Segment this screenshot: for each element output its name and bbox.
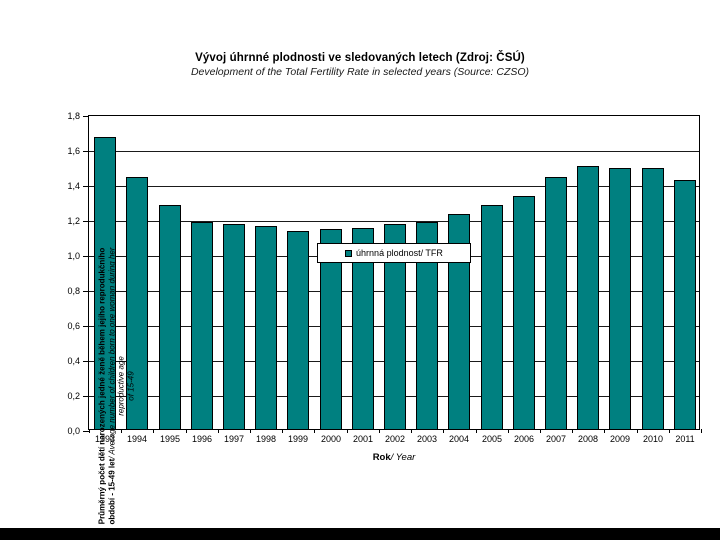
bar-2008 [577,166,599,429]
x-tick-mark [669,429,670,433]
legend-label: úhrnná plodnost/ TFR [356,248,443,258]
x-tick-label-2007: 2007 [545,434,567,444]
y-tick-label: 1,4 [67,181,80,191]
x-tick-mark [540,429,541,433]
y-axis-title-line2: období - 15-49 let/ Average number of ch… [107,247,116,525]
x-tick-label-1994: 1994 [126,434,148,444]
y-tick-mark [83,431,89,432]
y-tick-mark [83,326,89,327]
gridline [89,221,699,222]
bar-1997 [223,224,245,429]
x-tick-mark [701,429,702,433]
y-tick-label: 1,6 [67,146,80,156]
y-tick-label: 0,4 [67,356,80,366]
y-tick-mark [83,396,89,397]
x-tick-label-1996: 1996 [191,434,213,444]
y-axis-title-line3: reproductive age [116,356,126,416]
x-tick-mark [379,429,380,433]
bar-1999 [287,231,309,429]
bar-2011 [674,180,696,429]
legend-box: úhrnná plodnost/ TFR [317,243,471,263]
bar-1998 [255,226,277,429]
y-tick-mark [83,151,89,152]
x-tick-mark [153,429,154,433]
x-tick-mark [476,429,477,433]
bar-2006 [513,196,535,429]
bar-1994 [126,177,148,429]
bar-2004 [448,214,470,429]
y-tick-mark [83,361,89,362]
gridline [89,186,699,187]
x-axis-title: Rok/ Year [372,452,416,463]
x-tick-mark [314,429,315,433]
x-tick-label-2011: 2011 [675,434,695,444]
slide-bottom-black-strip [0,528,720,540]
chart-title-english: Development of the Total Fertility Rate … [190,66,530,78]
bar-2003 [416,222,438,429]
x-tick-mark [508,429,509,433]
x-tick-label-2003: 2003 [416,434,438,444]
x-tick-label-2005: 2005 [481,434,503,444]
x-tick-label-1995: 1995 [159,434,181,444]
x-tick-mark [186,429,187,433]
x-tick-mark [218,429,219,433]
x-tick-label-1999: 1999 [287,434,309,444]
x-tick-mark [121,429,122,433]
y-axis-title-line4: of 15-49 [126,371,135,401]
legend-marker-square [345,249,353,257]
x-tick-label-1998: 1998 [255,434,277,444]
y-tick-label: 0,8 [67,286,80,296]
x-tick-label-2010: 2010 [642,434,664,444]
bar-2002 [384,224,406,429]
x-tick-mark [637,429,638,433]
x-tick-mark [282,429,283,433]
bar-2001 [352,228,374,429]
x-tick-label-2001: 2001 [352,434,374,444]
bar-2009 [609,168,631,429]
x-tick-label-2004: 2004 [448,434,470,444]
x-tick-label-1993: 1993 [94,434,116,444]
y-tick-mark [83,221,89,222]
y-tick-mark [83,186,89,187]
plot-area: 0,0 0,2 0,4 0,6 0,8 1,0 1,2 1,4 1,6 1,8 1993 1994 1… [67,111,702,525]
x-tick-label-1997: 1997 [223,434,245,444]
slide: Vývoj úhrnné plodnosti ve sledovaných le… [0,52,720,540]
x-tick-mark [443,429,444,433]
y-tick-label: 1,8 [67,111,80,121]
y-tick-label: 1,0 [67,251,80,261]
x-tick-mark [250,429,251,433]
y-axis-title: Průměrný počet dětí narozených jedné žen… [98,214,138,559]
gridline [89,151,699,152]
x-tick-label-2002: 2002 [384,434,406,444]
bar-2005 [481,205,503,429]
bar-2000 [320,229,342,429]
y-axis-title-line1: Průměrný počet dětí narozených jedné žen… [97,247,107,525]
x-tick-label-2006: 2006 [513,434,535,444]
y-tick-label: 0,6 [67,321,80,331]
bar-2010 [642,168,664,429]
x-tick-mark [411,429,412,433]
x-tick-mark [572,429,573,433]
chart-title-czech: Vývoj úhrnné plodnosti ve sledovaných le… [195,52,525,64]
y-tick-mark [83,256,89,257]
x-tick-label-2008: 2008 [577,434,599,444]
x-tick-mark [89,429,90,433]
bar-1995 [159,205,181,429]
x-tick-mark [604,429,605,433]
y-tick-label: 0,2 [67,391,80,401]
bar-2007 [545,177,567,429]
y-tick-label: 1,2 [67,216,80,226]
bar-1993 [94,137,116,429]
x-tick-label-2000: 2000 [320,434,342,444]
bar-1996 [191,222,213,429]
y-tick-mark [83,291,89,292]
y-tick-label: 0,0 [67,426,80,436]
y-tick-mark [83,116,89,117]
x-tick-label-2009: 2009 [609,434,631,444]
x-tick-mark [347,429,348,433]
